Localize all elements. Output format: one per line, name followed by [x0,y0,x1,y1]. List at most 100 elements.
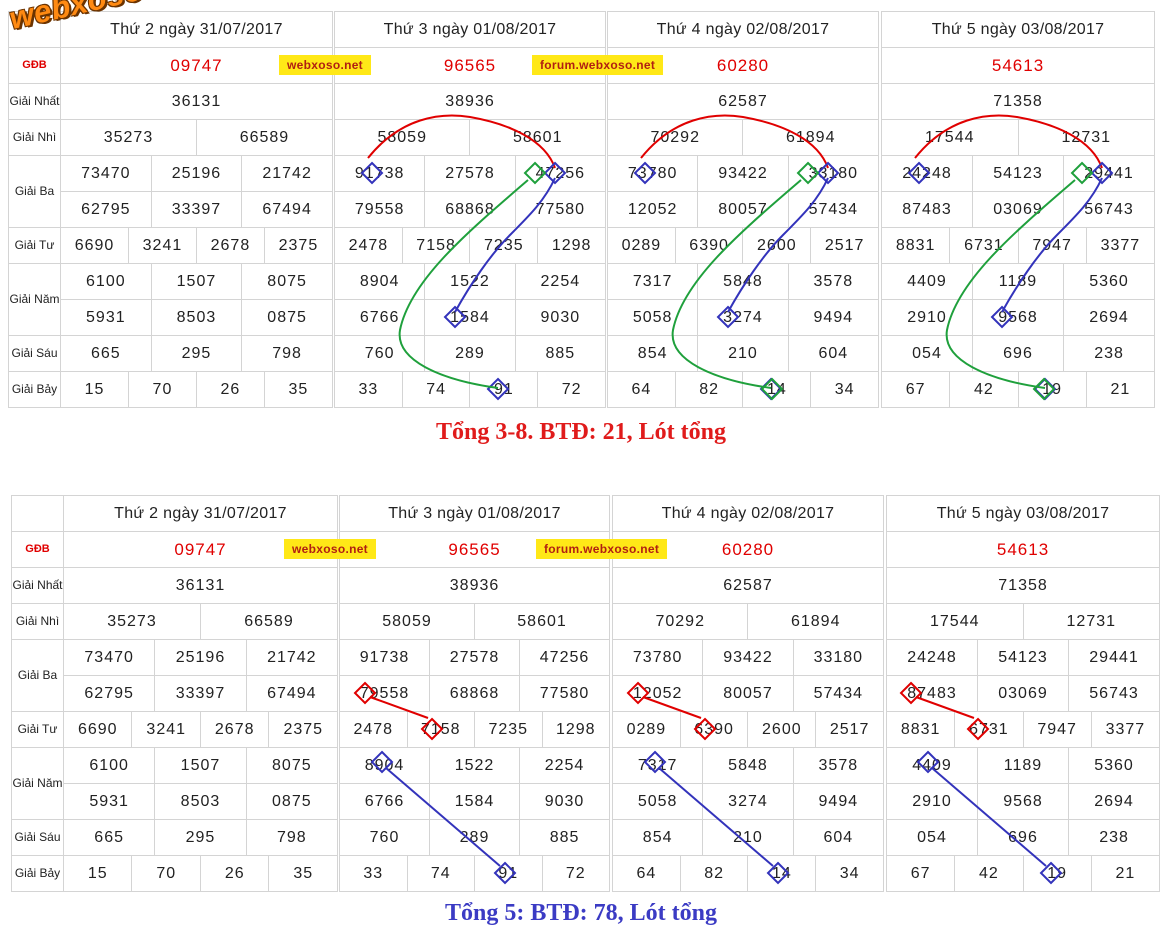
third-prize: 73470 [62,639,156,676]
fourth-prize: 3241 [127,227,197,264]
prize-label: Giải Ba [11,639,64,712]
forum-badge[interactable]: forum.webxoso.net [532,55,664,75]
fourth-prize: 8831 [885,711,956,748]
second-prize: 58059 [339,603,475,640]
fourth-prize: 7235 [474,711,543,748]
third-prize: 24248 [886,639,978,676]
forum-badge[interactable]: forum.webxoso.net [536,539,668,559]
seventh-prize: 64 [607,371,676,408]
seventh-prize: 91 [474,855,543,892]
fourth-prize: 2678 [195,227,265,264]
fifth-prize: 8904 [339,747,430,784]
fifth-prize: 5848 [702,747,794,784]
seventh-prize: 26 [199,855,270,892]
third-prize: 33397 [150,191,243,228]
prize-label: Giải Sáu [11,819,64,856]
fourth-prize: 2375 [268,711,339,748]
seventh-prize: 72 [537,371,607,408]
seventh-prize: 26 [195,371,265,408]
sixth-prize: 696 [977,819,1069,856]
third-prize: 77580 [518,675,611,712]
fourth-prize: 2375 [263,227,333,264]
seventh-prize: 67 [880,371,951,408]
site-badge[interactable]: webxoso.net [284,539,376,559]
sixth-prize: 604 [787,335,880,372]
third-prize: 12052 [611,675,704,712]
prize-label: Giải Bảy [11,855,64,892]
third-prize: 47256 [518,639,611,676]
fifth-prize: 1189 [977,747,1069,784]
fifth-prize: 1522 [429,747,520,784]
prize-label: Giải Bảy [8,371,61,408]
seventh-prize: 15 [60,371,129,408]
seventh-prize: 33 [334,371,403,408]
seventh-prize: 70 [127,371,197,408]
third-prize: 67494 [245,675,339,712]
fifth-prize: 1507 [154,747,247,784]
prize-label: Giải Nhì [11,603,64,640]
caption-bottom: Tổng 5: BTĐ: 78, Lót tổng [444,900,718,926]
day-header: Thứ 3 ngày 01/08/2017 [338,495,611,532]
third-prize: 68868 [429,675,520,712]
third-prize: 33180 [792,639,885,676]
seventh-prize: 21 [1090,855,1161,892]
second-prize: 61894 [747,603,885,640]
second-prize: 66589 [195,119,333,156]
fourth-prize: 6731 [954,711,1024,748]
day-header: Thứ 5 ngày 03/08/2017 [885,495,1161,532]
fourth-prize: 2678 [199,711,270,748]
seventh-prize: 21 [1085,371,1156,408]
sixth-prize: 665 [62,819,156,856]
corner-cell [8,11,61,48]
third-prize: 33397 [154,675,247,712]
fifth-prize: 4409 [886,747,978,784]
sixth-prize: 295 [154,819,247,856]
third-prize: 25196 [154,639,247,676]
fifth-prize: 8075 [245,747,339,784]
fifth-prize: 8503 [154,783,247,820]
fourth-prize: 6690 [60,227,129,264]
site-badge[interactable]: webxoso.net [279,55,371,75]
seventh-prize: 34 [810,371,880,408]
fourth-prize: 3377 [1090,711,1161,748]
fifth-prize: 0875 [245,783,339,820]
first-prize: 36131 [62,567,339,604]
fourth-prize: 1298 [541,711,611,748]
first-prize: 38936 [338,567,611,604]
third-prize: 62795 [60,191,152,228]
fourth-prize: 0289 [612,711,681,748]
seventh-prize: 35 [268,855,339,892]
third-prize: 79558 [339,675,430,712]
seventh-prize: 74 [406,855,475,892]
results-table-top-0: Thứ 2 ngày 31/07/2017 GĐB 09747 Giải Nhất 36… [8,11,333,408]
fourth-prize: 2600 [747,711,817,748]
third-prize: 57434 [787,191,880,228]
seventh-prize: 67 [885,855,956,892]
fourth-prize: 6390 [679,711,749,748]
third-prize: 56743 [1067,675,1161,712]
third-prize: 80057 [702,675,794,712]
sixth-prize: 604 [792,819,885,856]
fifth-prize: 5931 [60,299,152,336]
seventh-prize: 33 [339,855,408,892]
second-prize: 35273 [63,603,201,640]
third-prize: 03069 [977,675,1069,712]
sixth-prize: 238 [1067,819,1161,856]
second-prize: 12731 [1022,603,1161,640]
results-table-bot-0: Thứ 2 ngày 31/07/2017 GĐB 09747 Giải Nhất 36… [11,495,339,892]
seventh-prize: 72 [541,855,611,892]
seventh-prize: 70 [131,855,201,892]
day-header: Thứ 4 ngày 02/08/2017 [611,495,885,532]
sixth-prize: 885 [518,819,611,856]
sixth-prize: 798 [241,335,333,372]
seventh-prize: 15 [62,855,133,892]
first-prize: 62587 [611,567,885,604]
results-table-bot-3: Thứ 5 ngày 03/08/2017 54613 71358 17544 1273… [885,495,1161,892]
caption-top: Tổng 3-8. BTĐ: 21, Lót tổng [435,419,727,445]
prize-label: Giải Nhì [8,119,61,156]
fifth-prize: 5058 [611,783,704,820]
second-prize: 58601 [473,603,611,640]
prize-label: Giải Ba [8,155,61,228]
fifth-prize: 9030 [518,783,611,820]
